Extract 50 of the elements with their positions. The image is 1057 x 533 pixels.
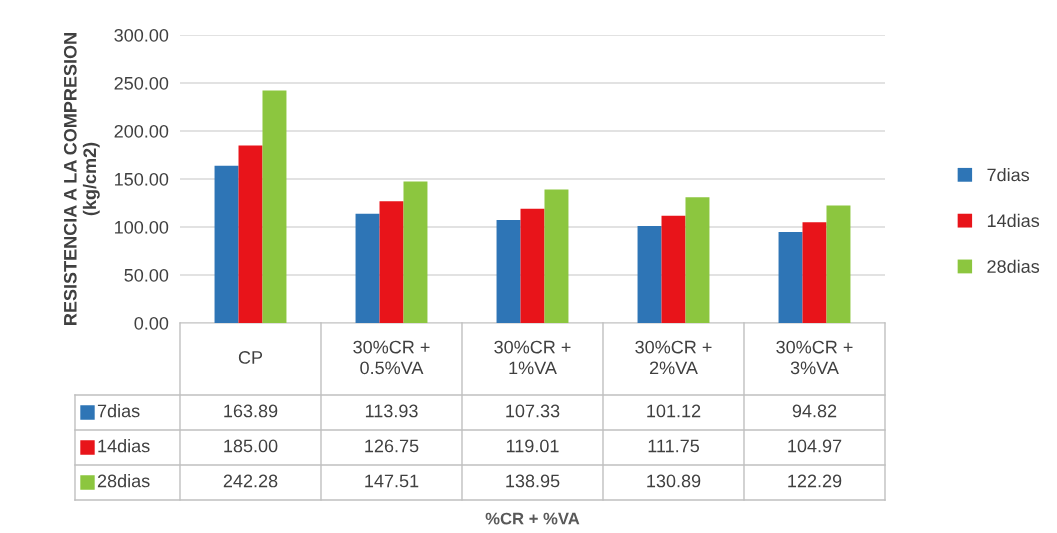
data-label: 126.75 <box>365 439 419 453</box>
bar <box>685 197 710 323</box>
y-tick-label: 200.00 <box>114 124 169 138</box>
data-label: 122.29 <box>788 474 842 488</box>
x-tick-label: 30%CR + 3%VA <box>776 340 853 375</box>
text: 14dias <box>987 213 1040 228</box>
legend-label: 7dias <box>97 404 140 418</box>
bar <box>403 181 428 323</box>
legend-label: 28dias <box>987 259 1040 273</box>
bar <box>637 225 662 323</box>
y-tick-label: 0.00 <box>134 316 169 330</box>
x-tick-label: 30%CR + 1%VA <box>494 340 571 375</box>
text: 7dias <box>987 168 1030 182</box>
data-label: 104.97 <box>788 439 842 453</box>
data-label: 130.89 <box>647 474 701 488</box>
text: 28dias <box>97 474 150 488</box>
y-axis-title: RESISTENCIA A LA COMPRESION (kg/cm2) <box>63 33 100 325</box>
bar <box>214 165 239 323</box>
bar <box>520 208 545 323</box>
bar <box>826 205 851 323</box>
y-tick-label: 100.00 <box>115 220 169 234</box>
bar <box>355 213 380 323</box>
text: %CR + %VA <box>485 512 580 525</box>
y-tick-label: 250.00 <box>114 76 169 90</box>
bar <box>496 219 521 323</box>
data-label: 119.01 <box>506 439 559 453</box>
y-tick-label: 150.00 <box>115 172 169 186</box>
data-label: 111.75 <box>648 439 700 453</box>
bar <box>379 201 404 323</box>
x-tick-label: 30%CR + 0.5%VA <box>353 340 430 375</box>
data-label: 107.33 <box>506 404 560 418</box>
data-label: 113.93 <box>365 404 418 418</box>
bar <box>544 189 569 323</box>
bar <box>262 90 287 323</box>
bar <box>661 215 686 323</box>
legend-label: 14dias <box>98 439 150 453</box>
data-label: 242.28 <box>223 474 278 488</box>
data-label: 163.89 <box>224 404 278 418</box>
bar <box>238 145 263 323</box>
x-tick-label: CP <box>238 351 263 364</box>
data-label: 101.12 <box>647 404 701 418</box>
bar <box>778 231 803 323</box>
y-tick-label: 50.00 <box>124 268 169 282</box>
x-tick-label: 30%CR + 2%VA <box>635 340 712 375</box>
data-label: 138.95 <box>506 474 560 488</box>
data-label: 94.82 <box>792 404 837 418</box>
data-label: 185.00 <box>224 439 278 453</box>
y-tick-label: 300.00 <box>114 28 169 42</box>
data-label: 147.51 <box>365 474 419 488</box>
bar <box>802 222 827 323</box>
